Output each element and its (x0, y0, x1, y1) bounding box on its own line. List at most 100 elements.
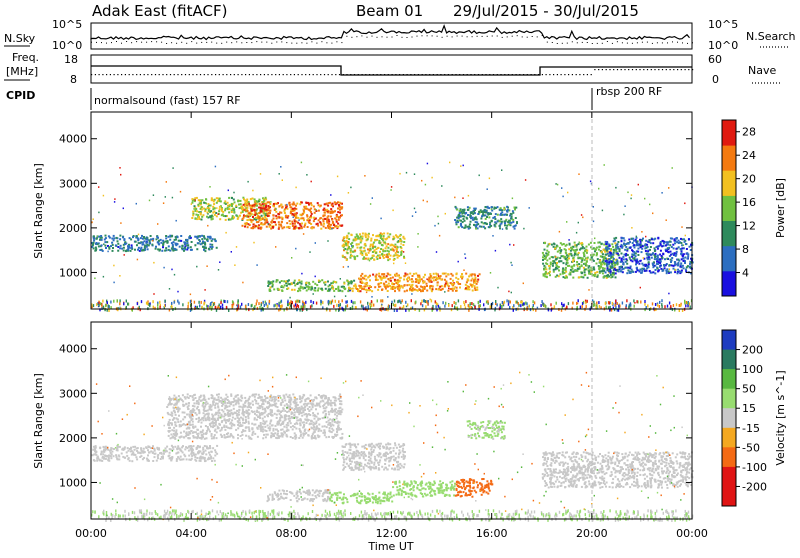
echo-cell (140, 248, 142, 250)
echo-cell (177, 236, 179, 238)
echo-cell (554, 248, 556, 250)
echo-cell (654, 256, 656, 258)
echo-cell (625, 258, 627, 260)
echo-cell (173, 241, 175, 243)
echo-cell (465, 284, 467, 286)
echo-cell (294, 289, 296, 291)
echo-cell (506, 211, 508, 213)
echo-cell (144, 247, 146, 249)
nave-point (523, 74, 524, 75)
noise-search-point (196, 43, 197, 44)
echo-cell (626, 272, 628, 274)
echo-cell (603, 244, 605, 246)
echo-cell (255, 400, 257, 402)
echo-cell (203, 235, 205, 237)
echo-cell (184, 455, 186, 457)
echo-cell (131, 460, 133, 462)
scatter-cell (633, 299, 634, 302)
echo-cell (553, 271, 555, 273)
echo-cell (462, 215, 464, 217)
scatter-cell (113, 282, 114, 284)
scatter-cell (622, 302, 623, 305)
echo-cell (173, 427, 175, 429)
nave-point (309, 74, 310, 75)
echo-cell (403, 241, 405, 243)
echo-cell (337, 226, 339, 228)
scatter-cell (275, 246, 276, 248)
noise-search-point (537, 36, 538, 37)
echo-cell (362, 235, 364, 237)
echo-cell (207, 207, 209, 209)
scatter-cell (126, 300, 127, 303)
echo-cell (93, 240, 95, 242)
echo-cell (196, 457, 198, 459)
nave-point (429, 74, 430, 75)
echo-cell (162, 240, 164, 242)
scatter-cell (163, 202, 164, 204)
echo-cell (166, 242, 168, 244)
echo-cell (354, 236, 356, 238)
echo-cell (393, 283, 395, 285)
echo-cell (199, 446, 201, 448)
echo-cell (481, 221, 483, 223)
echo-cell (221, 210, 223, 212)
scatter-cell (594, 303, 595, 306)
echo-cell (473, 211, 475, 213)
echo-cell (665, 250, 667, 252)
echo-cell (284, 212, 286, 214)
echo-cell (587, 257, 589, 259)
echo-cell (581, 272, 583, 274)
noise-search-point (216, 43, 217, 44)
echo-cell (156, 460, 158, 462)
scatter-cell (119, 167, 120, 169)
echo-cell (456, 273, 458, 275)
echo-cell (686, 248, 688, 250)
nave-point (155, 74, 156, 75)
echo-cell (661, 255, 663, 257)
echo-cell (367, 276, 369, 278)
scatter-cell (615, 187, 616, 189)
noise-search-point (266, 42, 267, 43)
scatter-cell (425, 300, 426, 303)
velocity-echo-cells (92, 393, 694, 504)
echo-cell (306, 216, 308, 218)
nave-point (474, 74, 475, 75)
echo-cell (586, 246, 588, 248)
echo-cell (134, 249, 136, 251)
echo-cell (211, 435, 213, 437)
echo-cell (544, 273, 546, 275)
echo-cell (289, 226, 291, 228)
scatter-cell (638, 184, 639, 186)
echo-cell (625, 246, 627, 248)
scatter-cell (340, 278, 341, 280)
echo-cell (609, 245, 611, 247)
echo-cell (273, 218, 275, 220)
echo-cell (399, 235, 401, 237)
echo-cell (426, 283, 428, 285)
scatter-cell (304, 302, 305, 305)
echo-cell (231, 205, 233, 207)
echo-cell (641, 268, 643, 270)
echo-cell (289, 223, 291, 225)
scatter-cell (282, 179, 283, 181)
echo-cell (136, 458, 138, 460)
scatter-cell (463, 301, 464, 304)
scatter-cell (157, 223, 158, 225)
echo-cell (368, 236, 370, 238)
scatter-cell (268, 223, 269, 225)
echo-cell (283, 280, 285, 282)
echo-cell (664, 258, 666, 260)
echo-cell (617, 246, 619, 248)
noise-search-point (206, 42, 207, 43)
echo-cell (265, 436, 267, 438)
scatter-cell (590, 181, 591, 183)
nave-point (162, 74, 163, 75)
echo-cell (178, 458, 180, 460)
echo-cell (116, 458, 118, 460)
echo-cell (246, 199, 248, 201)
echo-cell (348, 232, 350, 234)
echo-cell (196, 210, 198, 212)
echo-cell (259, 203, 261, 205)
scatter-cell (641, 231, 642, 233)
